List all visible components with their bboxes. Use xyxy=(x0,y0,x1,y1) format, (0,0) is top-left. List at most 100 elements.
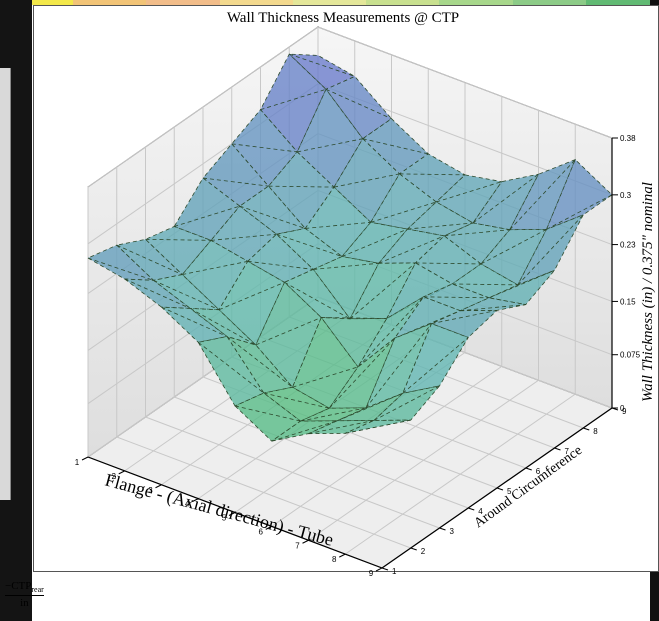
surface-diagonal xyxy=(190,308,256,346)
band-segment xyxy=(439,0,513,5)
surface-patch xyxy=(144,226,212,276)
surface-diagonal xyxy=(145,238,212,241)
surface-diagonal xyxy=(509,159,576,230)
surface-diagonal xyxy=(407,222,474,230)
surface-diagonal xyxy=(373,385,440,421)
band-segment xyxy=(512,0,586,5)
z-tick-label: 0.15 xyxy=(620,297,636,306)
y-tick-label: 1 xyxy=(392,567,397,576)
y-tick-mark xyxy=(554,447,561,451)
x-tick-label: 2 xyxy=(112,472,117,481)
surface-patch xyxy=(325,75,393,140)
formula-denominator: in xyxy=(20,597,29,610)
surface-patch xyxy=(545,158,613,231)
surface-diagonal xyxy=(276,233,343,257)
surface-diagonal xyxy=(349,262,416,320)
surface-diagonal xyxy=(370,201,437,223)
surface-diagonal xyxy=(202,177,269,187)
y-tick-label: 6 xyxy=(536,467,541,476)
band-segment xyxy=(292,0,367,5)
z-tick-label: 0.075 xyxy=(620,351,641,360)
surface-patch xyxy=(312,256,380,320)
surface-diagonal xyxy=(305,221,371,229)
surface-diagonal xyxy=(87,257,154,281)
surface-diagonal xyxy=(161,306,228,337)
x-tick-label: 7 xyxy=(295,541,300,550)
surface-diagonal xyxy=(247,260,314,270)
y-tick-label: 4 xyxy=(478,507,483,516)
z-tick-label: 0.38 xyxy=(620,134,636,143)
surface-patch xyxy=(173,177,241,241)
surface-patch xyxy=(320,317,388,368)
surface-diagonal xyxy=(313,262,379,270)
y-tick-mark xyxy=(439,527,446,531)
x-tick-label: 9 xyxy=(369,569,374,578)
surface-diagonal xyxy=(210,233,277,241)
y-tick-label: 8 xyxy=(593,427,598,436)
formula-numerator: −CTPrear xyxy=(5,580,44,597)
surface-diagonal xyxy=(289,53,355,77)
surface-diagonal xyxy=(239,205,306,229)
band-segment xyxy=(585,0,659,5)
y-tick-mark xyxy=(468,507,475,511)
surface-diagonal xyxy=(255,317,322,346)
surface-diagonal xyxy=(321,317,387,319)
surface-patch xyxy=(152,274,221,311)
surface-diagonal xyxy=(328,337,396,409)
wall-grid-line xyxy=(87,26,319,188)
surface-diagonal xyxy=(362,138,429,155)
surface-diagonal xyxy=(263,392,330,409)
formula-fraction: −CTPrear in xyxy=(5,580,44,609)
formula-subscript: rear xyxy=(31,585,44,595)
surface-diagonal xyxy=(153,279,220,311)
floor-grid-line xyxy=(271,365,503,527)
z-tick-label: 0.3 xyxy=(620,191,632,200)
x-tick-mark xyxy=(118,470,125,475)
surface-diagonal xyxy=(444,229,510,237)
floor-grid-line xyxy=(344,393,576,555)
y-tick-mark xyxy=(410,547,417,551)
chart-title: Wall Thickness Measurements @ CTP xyxy=(227,10,459,26)
z-tick-label: 0.23 xyxy=(620,241,636,250)
surface-diagonal xyxy=(415,262,482,265)
surface-patch xyxy=(239,185,307,235)
floor-grid-line xyxy=(308,379,539,541)
surface-diagonal xyxy=(436,181,502,203)
x-tick-mark xyxy=(228,512,236,516)
surface-diagonal xyxy=(460,304,526,312)
surface-diagonal xyxy=(480,229,547,265)
x-tick-label: 3 xyxy=(148,486,153,495)
x-tick-label: 5 xyxy=(222,514,227,523)
surface-diagonal xyxy=(517,214,584,286)
left-image-strip xyxy=(0,68,11,500)
x-tick-mark xyxy=(192,498,199,503)
wall-grid-line xyxy=(317,26,613,139)
band-segment xyxy=(73,0,147,5)
y-tick-mark xyxy=(525,467,532,471)
surface-diagonal xyxy=(231,143,298,153)
y-tick-mark xyxy=(583,427,590,431)
surface-diagonal xyxy=(341,228,408,257)
y-tick-label: 5 xyxy=(507,487,512,496)
surface-patch xyxy=(275,228,343,270)
surface-diagonal xyxy=(268,185,335,188)
x-tick-label: 8 xyxy=(332,555,337,564)
surface-diagonal xyxy=(124,278,191,309)
x-tick-label: 4 xyxy=(185,500,190,509)
surface-diagonal xyxy=(452,283,518,286)
y-tick-mark xyxy=(496,487,504,491)
z-axis-label: Wall Thickness (in) / 0.375" nominal xyxy=(640,182,656,402)
band-segment xyxy=(0,0,74,5)
surface-diagonal xyxy=(357,296,424,368)
surface-diagonal xyxy=(218,281,285,311)
surface-patch xyxy=(197,336,265,407)
y-tick-label: 3 xyxy=(450,527,455,536)
band-segment xyxy=(146,0,220,5)
x-tick-mark xyxy=(375,567,383,572)
surface-diagonal xyxy=(284,281,351,320)
y-tick-mark xyxy=(381,567,389,571)
x-tick-mark xyxy=(155,484,162,489)
surface-diagonal xyxy=(260,88,327,111)
surface-diagonal xyxy=(337,392,403,422)
y-tick-label: 9 xyxy=(622,407,627,416)
